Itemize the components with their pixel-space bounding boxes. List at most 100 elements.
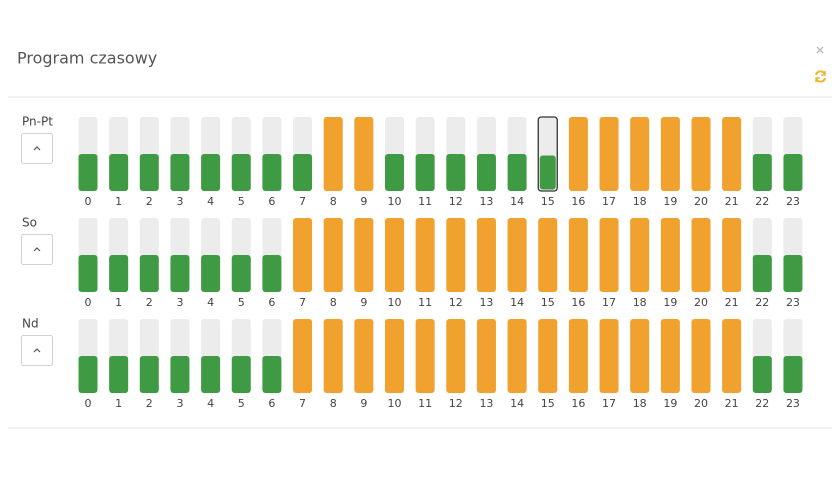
hour-level-bar[interactable] xyxy=(293,154,313,191)
hour-level-bar[interactable] xyxy=(752,255,772,292)
hour-level-bar[interactable] xyxy=(78,255,98,292)
hour-level-bar[interactable] xyxy=(722,218,742,292)
hour-level-bar[interactable] xyxy=(539,155,556,190)
hour-level-bar[interactable] xyxy=(385,218,404,292)
hour-label: 6 xyxy=(268,195,275,208)
hour-level-bar[interactable] xyxy=(568,218,588,292)
hour-level-bar[interactable] xyxy=(722,319,742,393)
hour-level-bar[interactable] xyxy=(630,319,650,393)
row-label: Pn-Pt xyxy=(22,115,53,129)
hour-label: 2 xyxy=(146,195,153,208)
refresh-button[interactable] xyxy=(815,70,826,83)
hour-level-bar[interactable] xyxy=(415,319,435,393)
hour-level-bar[interactable] xyxy=(170,154,190,191)
hour-level-bar[interactable] xyxy=(323,218,343,292)
hour-level-bar[interactable] xyxy=(630,117,650,191)
hour-label: 7 xyxy=(299,195,306,208)
hour-level-bar[interactable] xyxy=(660,319,680,393)
hour-level-bar[interactable] xyxy=(568,117,588,191)
hour-level-bar[interactable] xyxy=(201,154,221,191)
hour-level-bar[interactable] xyxy=(446,218,466,292)
hour-level-bar[interactable] xyxy=(323,319,343,393)
hour-label: 9 xyxy=(360,296,367,309)
hour-label: 8 xyxy=(330,296,337,309)
hour-level-bar[interactable] xyxy=(722,117,742,191)
hour-level-bar[interactable] xyxy=(783,255,803,292)
hour-level-bar[interactable] xyxy=(262,356,282,393)
hour-label: 14 xyxy=(510,195,524,208)
hour-label: 0 xyxy=(85,195,92,208)
hour-level-bar[interactable] xyxy=(783,154,803,191)
hour-level-bar[interactable] xyxy=(262,154,282,191)
hour-level-bar[interactable] xyxy=(538,218,558,292)
hour-label: 16 xyxy=(571,397,585,410)
hour-level-bar[interactable] xyxy=(599,319,619,393)
hour-level-bar[interactable] xyxy=(139,154,159,191)
hour-label: 5 xyxy=(238,195,245,208)
collapse-button[interactable] xyxy=(21,133,53,164)
hour-label: 2 xyxy=(146,397,153,410)
hour-level-bar[interactable] xyxy=(231,255,251,292)
hour-level-bar[interactable] xyxy=(109,356,129,393)
hour-level-bar[interactable] xyxy=(385,154,404,191)
hour-level-bar[interactable] xyxy=(599,117,619,191)
hour-level-bar[interactable] xyxy=(293,319,313,393)
collapse-button[interactable] xyxy=(21,234,53,265)
hour-label: 18 xyxy=(633,397,647,410)
hour-level-bar[interactable] xyxy=(170,255,190,292)
hour-level-bar[interactable] xyxy=(476,218,496,292)
hour-level-bar[interactable] xyxy=(415,154,435,191)
hour-level-bar[interactable] xyxy=(691,117,711,191)
hour-label: 9 xyxy=(360,397,367,410)
hour-label: 22 xyxy=(755,397,769,410)
hour-level-bar[interactable] xyxy=(752,356,772,393)
hour-level-bar[interactable] xyxy=(446,154,466,191)
hour-level-bar[interactable] xyxy=(109,255,129,292)
hour-level-bar[interactable] xyxy=(507,218,527,292)
hour-level-bar[interactable] xyxy=(323,117,343,191)
hour-level-bar[interactable] xyxy=(231,356,251,393)
hour-label: 10 xyxy=(388,397,402,410)
hour-level-bar[interactable] xyxy=(507,154,527,191)
panel-title: Program czasowy xyxy=(17,49,157,68)
hour-level-bar[interactable] xyxy=(354,218,374,292)
hour-level-bar[interactable] xyxy=(476,319,496,393)
hour-level-bar[interactable] xyxy=(660,117,680,191)
hour-label: 13 xyxy=(479,397,493,410)
hour-level-bar[interactable] xyxy=(385,319,404,393)
hour-level-bar[interactable] xyxy=(783,356,803,393)
hour-level-bar[interactable] xyxy=(599,218,619,292)
collapse-button[interactable] xyxy=(21,335,53,366)
hour-level-bar[interactable] xyxy=(139,255,159,292)
hour-level-bar[interactable] xyxy=(293,218,313,292)
hour-level-bar[interactable] xyxy=(170,356,190,393)
hour-level-bar[interactable] xyxy=(109,154,129,191)
hour-level-bar[interactable] xyxy=(201,255,221,292)
hour-level-bar[interactable] xyxy=(507,319,527,393)
hour-level-bar[interactable] xyxy=(78,356,98,393)
hour-level-bar[interactable] xyxy=(354,319,374,393)
hour-label: 11 xyxy=(418,195,432,208)
hour-level-bar[interactable] xyxy=(691,218,711,292)
hour-label: 22 xyxy=(755,195,769,208)
hour-level-bar[interactable] xyxy=(139,356,159,393)
hour-level-bar[interactable] xyxy=(660,218,680,292)
hour-label: 11 xyxy=(418,296,432,309)
hour-level-bar[interactable] xyxy=(752,154,772,191)
hour-level-bar[interactable] xyxy=(231,154,251,191)
hour-label: 5 xyxy=(238,397,245,410)
hour-level-bar[interactable] xyxy=(262,255,282,292)
hour-level-bar[interactable] xyxy=(476,154,496,191)
hour-level-bar[interactable] xyxy=(538,319,558,393)
close-button[interactable] xyxy=(816,46,824,54)
hour-level-bar[interactable] xyxy=(630,218,650,292)
hour-level-bar[interactable] xyxy=(78,154,98,191)
hour-level-bar[interactable] xyxy=(354,117,374,191)
hour-level-bar[interactable] xyxy=(415,218,435,292)
hour-level-bar[interactable] xyxy=(691,319,711,393)
hour-level-bar[interactable] xyxy=(446,319,466,393)
hour-label: 16 xyxy=(571,296,585,309)
hour-level-bar[interactable] xyxy=(568,319,588,393)
hour-level-bar[interactable] xyxy=(201,356,221,393)
hour-label: 21 xyxy=(725,397,739,410)
